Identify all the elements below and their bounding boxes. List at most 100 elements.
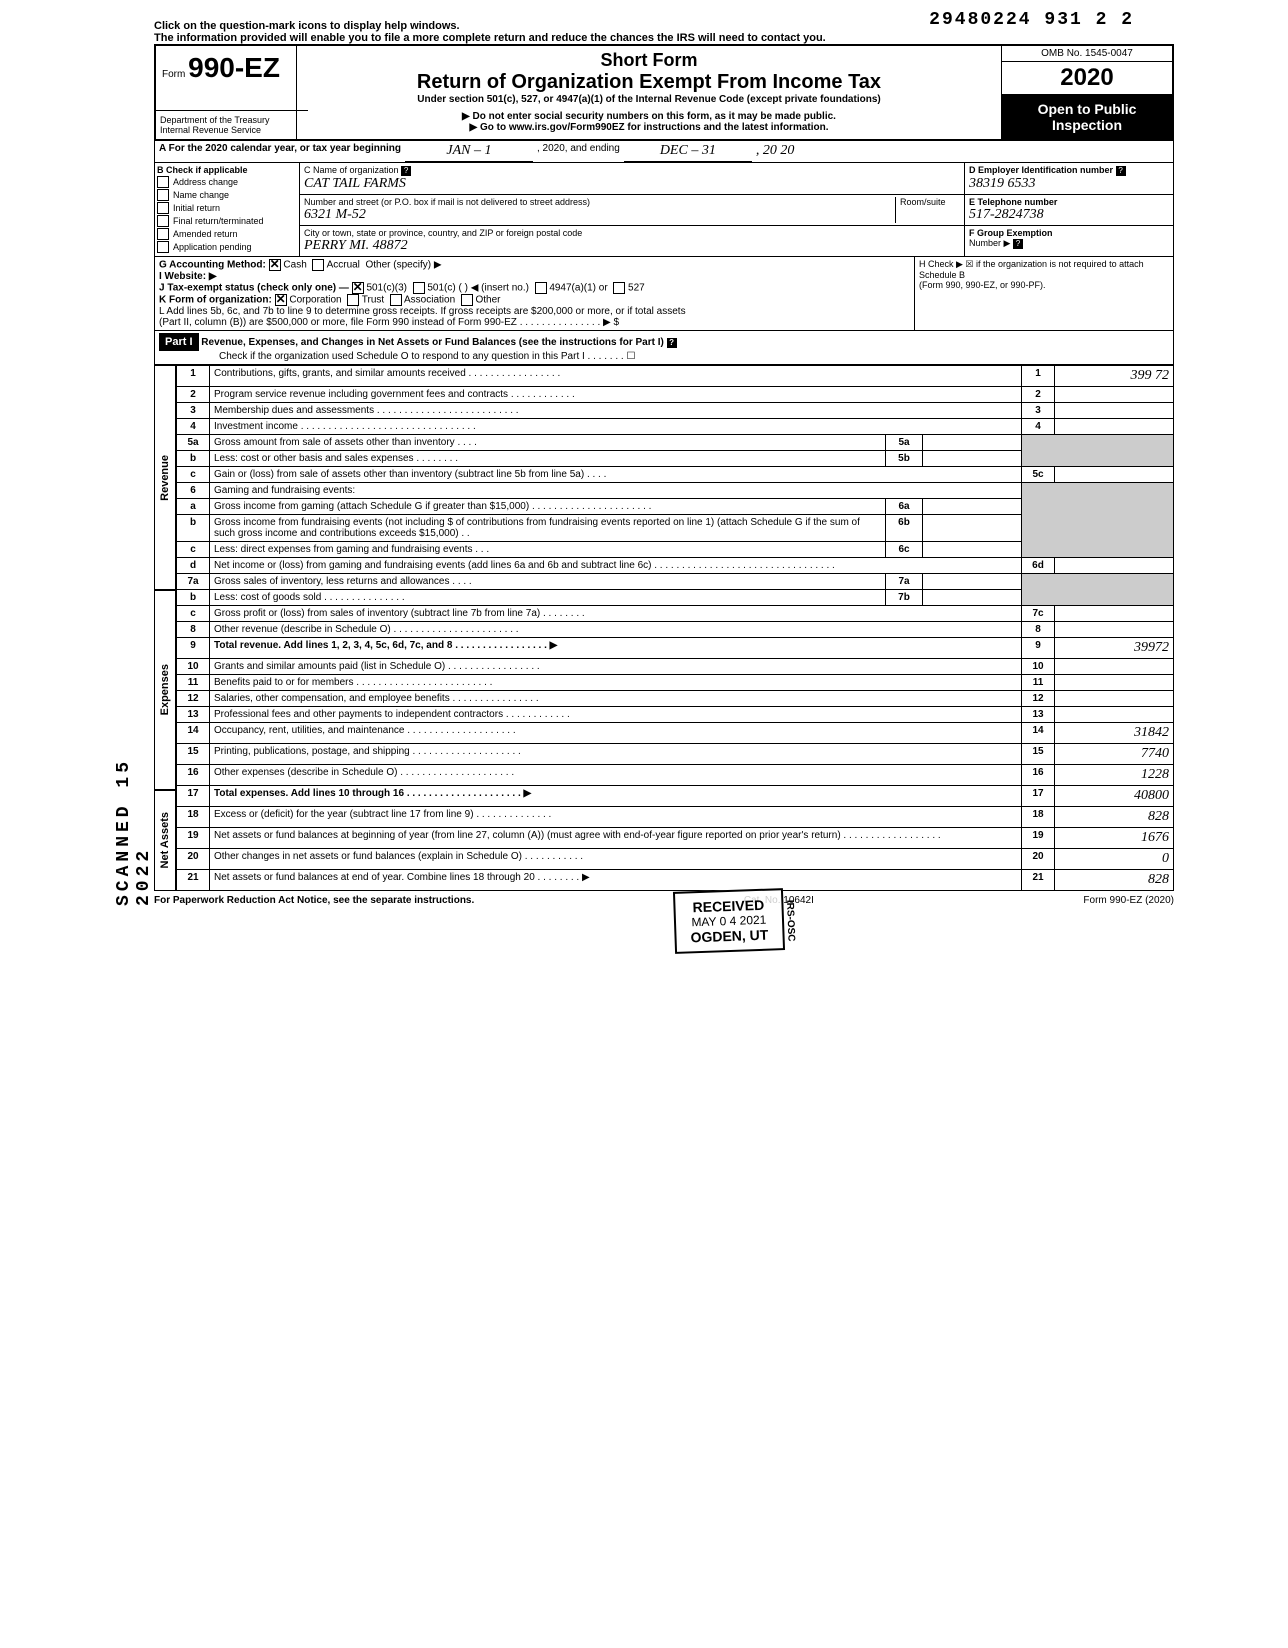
inspection-label: Inspection xyxy=(1004,117,1170,133)
line-5c: cGain or (loss) from sale of assets othe… xyxy=(177,467,1174,483)
line-21: 21Net assets or fund balances at end of … xyxy=(177,870,1174,891)
room-label: Room/suite xyxy=(900,197,960,207)
row-a-mid: , 2020, and ending xyxy=(533,141,624,162)
group-exemption-number: Number ▶ ? xyxy=(969,238,1169,249)
cb-association[interactable] xyxy=(390,294,402,306)
form-note-1: ▶ Do not enter social security numbers o… xyxy=(305,111,993,122)
year-begin[interactable]: JAN – 1 xyxy=(405,141,533,162)
form-page: 29480224 931 2 2 Click on the question-m… xyxy=(154,20,1174,906)
dln-number: 29480224 931 2 2 xyxy=(929,10,1134,30)
col-cde: C Name of organization ? CAT TAIL FARMS … xyxy=(300,163,1173,256)
cb-final-return[interactable]: Final return/terminated xyxy=(157,215,297,227)
line-16: 16Other expenses (describe in Schedule O… xyxy=(177,765,1174,786)
line-7c: cGross profit or (loss) from sales of in… xyxy=(177,606,1174,622)
tax-year: 20202020 xyxy=(1002,62,1172,95)
received-stamp: RECEIVED MAY 0 4 2021 OGDEN, UT IRS-OSC xyxy=(673,888,785,954)
lines-table: 1Contributions, gifts, grants, and simil… xyxy=(176,365,1174,891)
row-a-label: A For the 2020 calendar year, or tax yea… xyxy=(155,141,405,162)
section-bcdef: B Check if applicable Address change Nam… xyxy=(154,163,1174,257)
omb-number: OMB No. 1545-0047 xyxy=(1002,46,1172,62)
col-b-header: B Check if applicable xyxy=(157,165,297,175)
expenses-label: Expenses xyxy=(159,664,171,715)
ein-label: D Employer Identification number ? xyxy=(969,165,1169,176)
cb-527[interactable] xyxy=(613,282,625,294)
cb-application-pending[interactable]: Application pending xyxy=(157,241,297,253)
line-18: 18Excess or (deficit) for the year (subt… xyxy=(177,807,1174,828)
line-8: 8Other revenue (describe in Schedule O) … xyxy=(177,622,1174,638)
city-value[interactable]: PERRY MI. 48872 xyxy=(304,238,960,254)
open-inspection: Open to Public Inspection xyxy=(1002,95,1172,139)
line-9: 9Total revenue. Add lines 1, 2, 3, 4, 5c… xyxy=(177,638,1174,659)
part-1-header-row: Part I Revenue, Expenses, and Changes in… xyxy=(154,331,1174,365)
scanned-stamp: SCANNED 15 2022 xyxy=(114,720,154,906)
org-name[interactable]: CAT TAIL FARMS xyxy=(304,176,960,192)
stamp-side: IRS-OSC xyxy=(784,900,796,942)
part-1-tag: Part I xyxy=(159,333,199,351)
form-note-2: ▶ Go to www.irs.gov/Form990EZ for instru… xyxy=(305,122,993,133)
footer-left: For Paperwork Reduction Act Notice, see … xyxy=(154,895,474,906)
right-header-cell: OMB No. 1545-0047 20202020 Open to Publi… xyxy=(1002,46,1172,139)
row-k: K Form of organization: Corporation Trus… xyxy=(159,294,910,306)
cb-name-change[interactable]: Name change xyxy=(157,189,297,201)
street-address[interactable]: 6321 M-52 xyxy=(304,207,895,223)
help-icon[interactable]: ? xyxy=(401,166,411,176)
line-6: 6Gaming and fundraising events: xyxy=(177,483,1174,499)
help-text-2: The information provided will enable you… xyxy=(154,32,1174,44)
line-20: 20Other changes in net assets or fund ba… xyxy=(177,849,1174,870)
form-header: Form 990-EZ Department of the Treasury I… xyxy=(154,44,1174,141)
line-4: 4Investment income . . . . . . . . . . .… xyxy=(177,419,1174,435)
col-b: B Check if applicable Address change Nam… xyxy=(155,163,300,256)
help-icon[interactable]: ? xyxy=(1013,239,1023,249)
footer-right: Form 990-EZ (2020) xyxy=(1083,895,1174,906)
row-i: I Website: ▶ xyxy=(159,271,910,282)
cb-cash[interactable] xyxy=(269,259,281,271)
cb-501c3[interactable] xyxy=(352,282,364,294)
year-end[interactable]: DEC – 31 xyxy=(624,141,752,162)
line-19: 19Net assets or fund balances at beginni… xyxy=(177,828,1174,849)
line-1: 1Contributions, gifts, grants, and simil… xyxy=(177,366,1174,387)
page-footer: For Paperwork Reduction Act Notice, see … xyxy=(154,891,1174,906)
cb-trust[interactable] xyxy=(347,294,359,306)
line-14: 14Occupancy, rent, utilities, and mainte… xyxy=(177,723,1174,744)
ein-value[interactable]: 38319 6533 xyxy=(969,176,1169,192)
form-number: 990-EZ xyxy=(188,52,280,83)
name-label: C Name of organization ? xyxy=(304,165,960,176)
phone-label: E Telephone number xyxy=(969,197,1169,207)
line-7a: 7aGross sales of inventory, less returns… xyxy=(177,574,1174,590)
help-icon[interactable]: ? xyxy=(667,338,677,348)
cb-corporation[interactable] xyxy=(275,294,287,306)
form-subtitle: Under section 501(c), 527, or 4947(a)(1)… xyxy=(305,94,993,105)
short-form-label: Short Form xyxy=(305,50,993,71)
row-h: H Check ▶ ☒ if the organization is not r… xyxy=(919,259,1169,280)
addr-label: Number and street (or P.O. box if mail i… xyxy=(304,197,895,207)
line-2: 2Program service revenue including gover… xyxy=(177,387,1174,403)
line-10: 10Grants and similar amounts paid (list … xyxy=(177,659,1174,675)
line-17: 17Total expenses. Add lines 10 through 1… xyxy=(177,786,1174,807)
cb-501c[interactable] xyxy=(413,282,425,294)
revenue-label: Revenue xyxy=(159,455,171,501)
line-5a: 5aGross amount from sale of assets other… xyxy=(177,435,1174,451)
row-l: L Add lines 5b, 6c, and 7b to line 9 to … xyxy=(159,306,910,328)
row-g: G Accounting Method: Cash Accrual Other … xyxy=(159,259,910,271)
line-6d: dNet income or (loss) from gaming and fu… xyxy=(177,558,1174,574)
cb-other-org[interactable] xyxy=(461,294,473,306)
phone-value[interactable]: 517-2824738 xyxy=(969,207,1169,223)
line-3: 3Membership dues and assessments . . . .… xyxy=(177,403,1174,419)
row-a: A For the 2020 calendar year, or tax yea… xyxy=(154,141,1174,163)
part-1-body: Revenue Expenses Net Assets 1Contributio… xyxy=(154,365,1174,891)
cb-amended-return[interactable]: Amended return xyxy=(157,228,297,240)
cb-initial-return[interactable]: Initial return xyxy=(157,202,297,214)
city-label: City or town, state or province, country… xyxy=(304,228,960,238)
open-label: Open to Public xyxy=(1004,101,1170,117)
cb-4947[interactable] xyxy=(535,282,547,294)
line-11: 11Benefits paid to or for members . . . … xyxy=(177,675,1174,691)
row-ghijkl: G Accounting Method: Cash Accrual Other … xyxy=(154,257,1174,331)
row-a-yr: , 20 20 xyxy=(752,141,799,162)
group-exemption-label: F Group Exemption xyxy=(969,228,1169,238)
row-j: J Tax-exempt status (check only one) — 5… xyxy=(159,282,910,294)
cb-address-change[interactable]: Address change xyxy=(157,176,297,188)
help-icon[interactable]: ? xyxy=(1116,166,1126,176)
title-cell: Short Form Return of Organization Exempt… xyxy=(297,46,1002,139)
line-12: 12Salaries, other compensation, and empl… xyxy=(177,691,1174,707)
cb-accrual[interactable] xyxy=(312,259,324,271)
